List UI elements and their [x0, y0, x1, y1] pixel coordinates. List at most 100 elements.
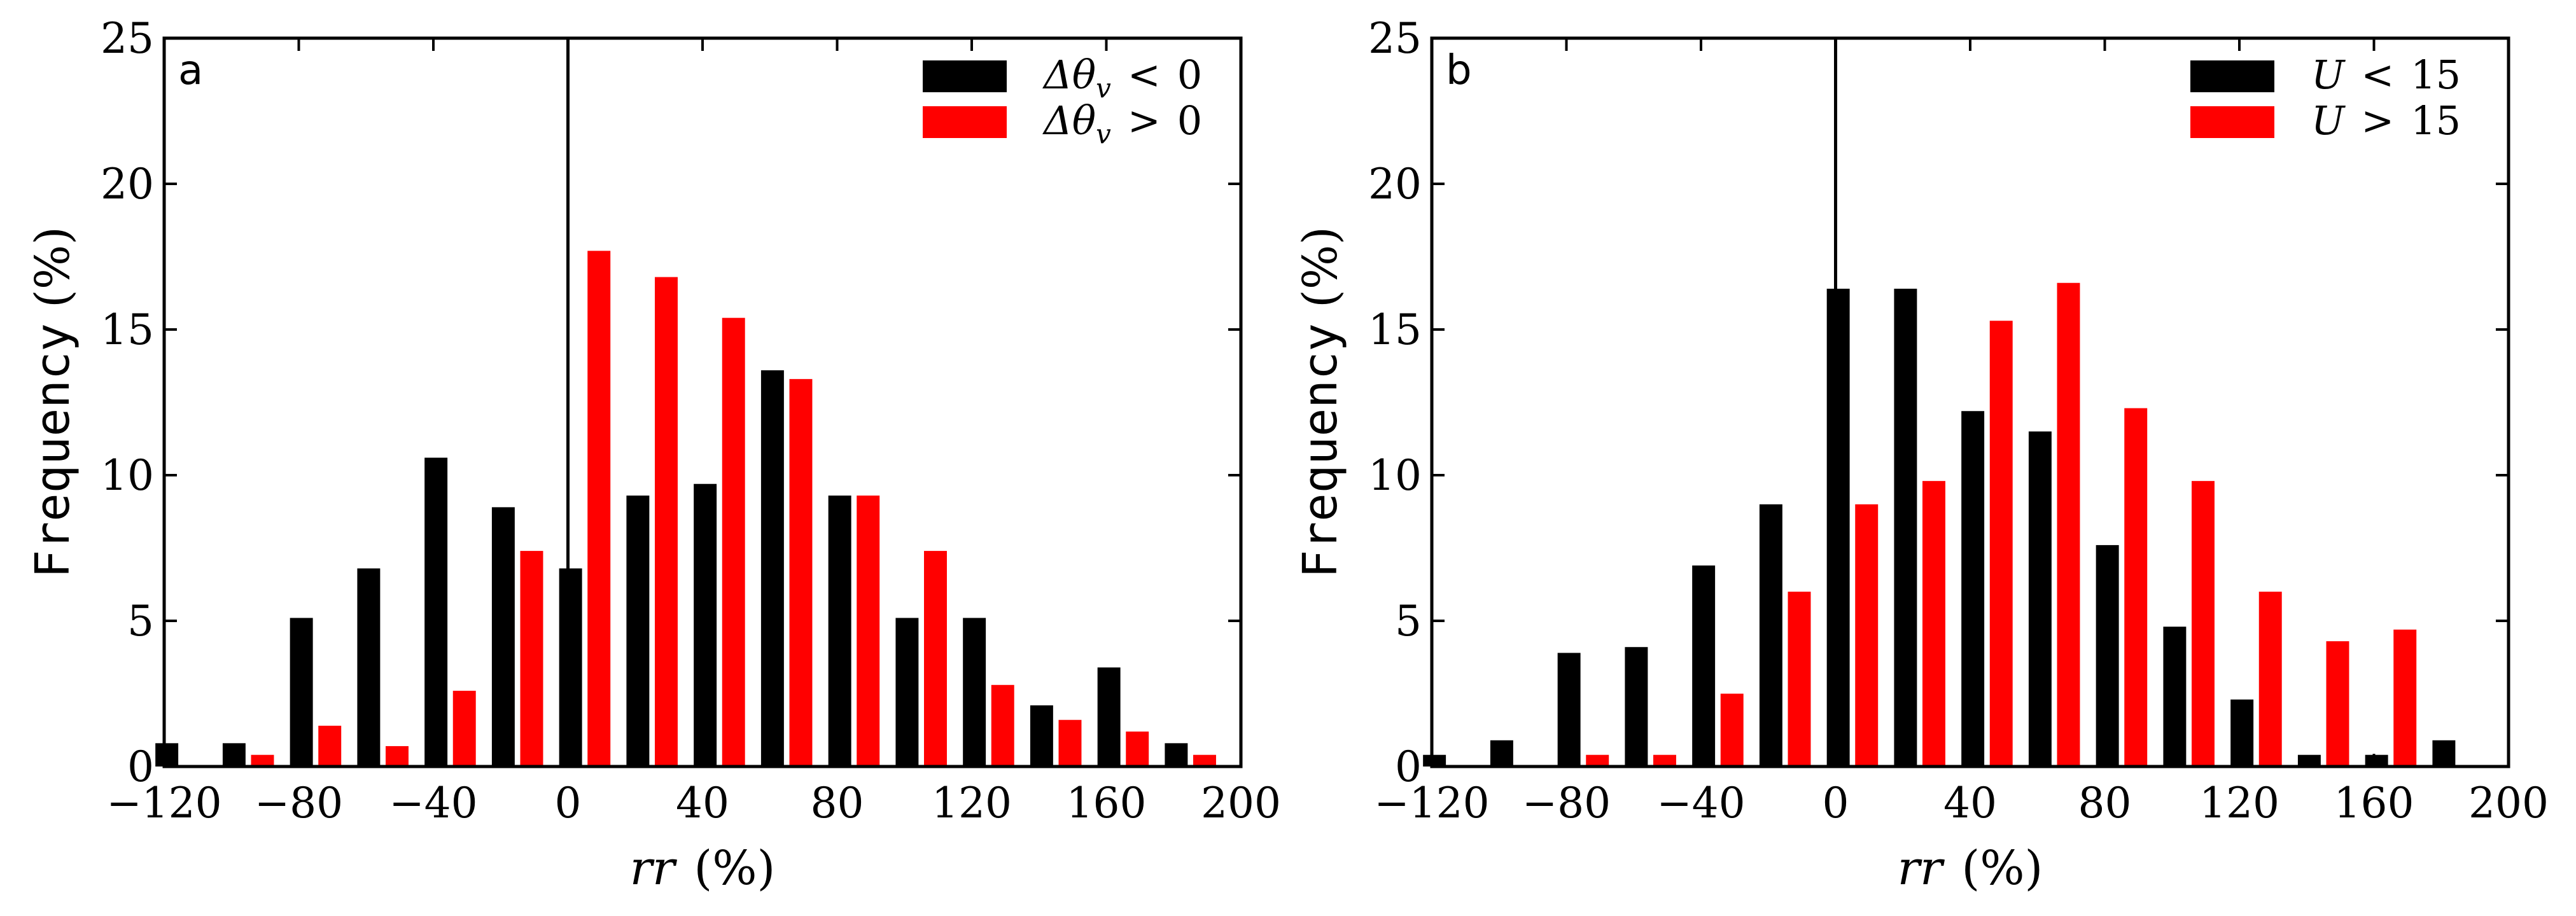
bar	[1097, 667, 1121, 767]
bar	[1692, 565, 1716, 767]
x-tick-label: 0	[1823, 779, 1849, 828]
bar	[1720, 693, 1744, 767]
legend-op: >	[1128, 97, 1161, 144]
bar	[1961, 411, 1985, 767]
legend-label: Δθv <0	[1042, 52, 1202, 104]
series-black	[155, 370, 1188, 767]
bar	[1625, 647, 1648, 767]
bar	[1557, 653, 1581, 767]
legend-lhs: U	[2311, 52, 2346, 98]
bar	[1058, 719, 1082, 767]
bar	[155, 743, 179, 767]
y-axis-label: Frequency (%)	[1293, 226, 1348, 578]
y-tick-label: 15	[101, 305, 154, 354]
panel-letter: b	[1446, 47, 1472, 94]
bar	[963, 618, 986, 767]
bar	[924, 551, 947, 767]
y-tick-label: 0	[127, 742, 154, 791]
bar	[991, 684, 1014, 767]
bar	[655, 277, 678, 767]
y-axis-label-unit: (%)	[25, 226, 80, 308]
bar	[520, 551, 543, 767]
y-tick-label: 10	[101, 451, 154, 500]
bar	[290, 618, 313, 767]
bar	[2365, 754, 2388, 767]
y-axis-label-word: Frequency	[25, 323, 80, 578]
bar	[1788, 592, 1811, 767]
series-red	[251, 251, 1216, 767]
x-tick-label: 0	[555, 779, 582, 828]
y-tick-label: 0	[1395, 742, 1422, 791]
bar	[2192, 481, 2215, 767]
y-tick-label: 15	[1368, 305, 1422, 354]
x-axis-label-var: rr	[630, 841, 678, 896]
legend-lhs: U	[2311, 97, 2346, 144]
y-tick-label: 20	[101, 160, 154, 209]
bar	[1423, 754, 1446, 767]
legend-rhs: 0	[1177, 52, 1202, 98]
bar	[357, 568, 381, 767]
x-tick-label: 120	[932, 779, 1012, 828]
bar	[895, 618, 919, 767]
x-tick-label: 80	[2078, 779, 2132, 828]
x-axis-label: rr (%)	[1898, 841, 2043, 896]
y-axis-label: Frequency (%)	[25, 226, 80, 578]
panel-letter: a	[178, 47, 203, 94]
bar	[1894, 288, 1917, 767]
bar	[587, 251, 611, 767]
bar	[318, 725, 342, 767]
legend-op: >	[2361, 97, 2394, 144]
legend-label: U <15	[2311, 52, 2461, 98]
y-axis-label-unit: (%)	[1293, 226, 1348, 308]
legend-swatch	[2190, 106, 2274, 138]
bar	[1490, 740, 1513, 767]
bar	[491, 507, 515, 767]
legend-label: Δθv >0	[1042, 97, 1202, 149]
legend-sub: v	[1096, 118, 1111, 149]
bar	[1759, 504, 1782, 767]
bar	[559, 568, 582, 767]
legend-sub: v	[1096, 73, 1111, 104]
bar	[857, 496, 880, 767]
x-tick-label: −120	[106, 779, 221, 828]
y-tick-label: 5	[1395, 597, 1422, 646]
bar	[1030, 705, 1053, 767]
bar	[251, 754, 274, 767]
x-tick-label: 40	[676, 779, 729, 828]
bar	[2258, 592, 2282, 767]
x-tick-label: 40	[1943, 779, 1997, 828]
bar	[386, 746, 409, 767]
bar	[2297, 754, 2321, 767]
bar	[2326, 641, 2349, 767]
bar	[1165, 743, 1188, 767]
legend-op: <	[2361, 52, 2394, 98]
bar	[424, 457, 448, 767]
bar	[2230, 699, 2254, 767]
bar	[2432, 740, 2456, 767]
bar	[2163, 627, 2187, 767]
bar	[1126, 732, 1149, 767]
y-tick-label: 5	[127, 597, 154, 646]
x-axis-label-unit: (%)	[1961, 841, 2043, 896]
x-axis-label-var: rr	[1898, 841, 1945, 896]
y-tick-label: 25	[101, 14, 154, 63]
bar	[2124, 408, 2148, 767]
x-tick-label: 80	[811, 779, 864, 828]
x-axis-label-unit: (%)	[694, 841, 775, 896]
legend-swatch	[923, 106, 1007, 138]
x-tick-label: −40	[1656, 779, 1745, 828]
legend-op: <	[1128, 52, 1161, 98]
legend-rhs: 15	[2411, 52, 2461, 98]
legend-rhs: 15	[2411, 97, 2461, 144]
bar	[722, 317, 745, 767]
legend-lhs: Δθ	[1042, 97, 1096, 144]
y-tick-label: 20	[1368, 160, 1422, 209]
bar	[222, 743, 246, 767]
y-tick-label: 10	[1368, 451, 1422, 500]
bar	[1193, 754, 1216, 767]
bar	[760, 370, 784, 767]
x-tick-label: 200	[2468, 779, 2549, 828]
x-tick-label: −40	[389, 779, 477, 828]
bar	[1989, 321, 2013, 767]
legend-rhs: 0	[1177, 97, 1202, 144]
